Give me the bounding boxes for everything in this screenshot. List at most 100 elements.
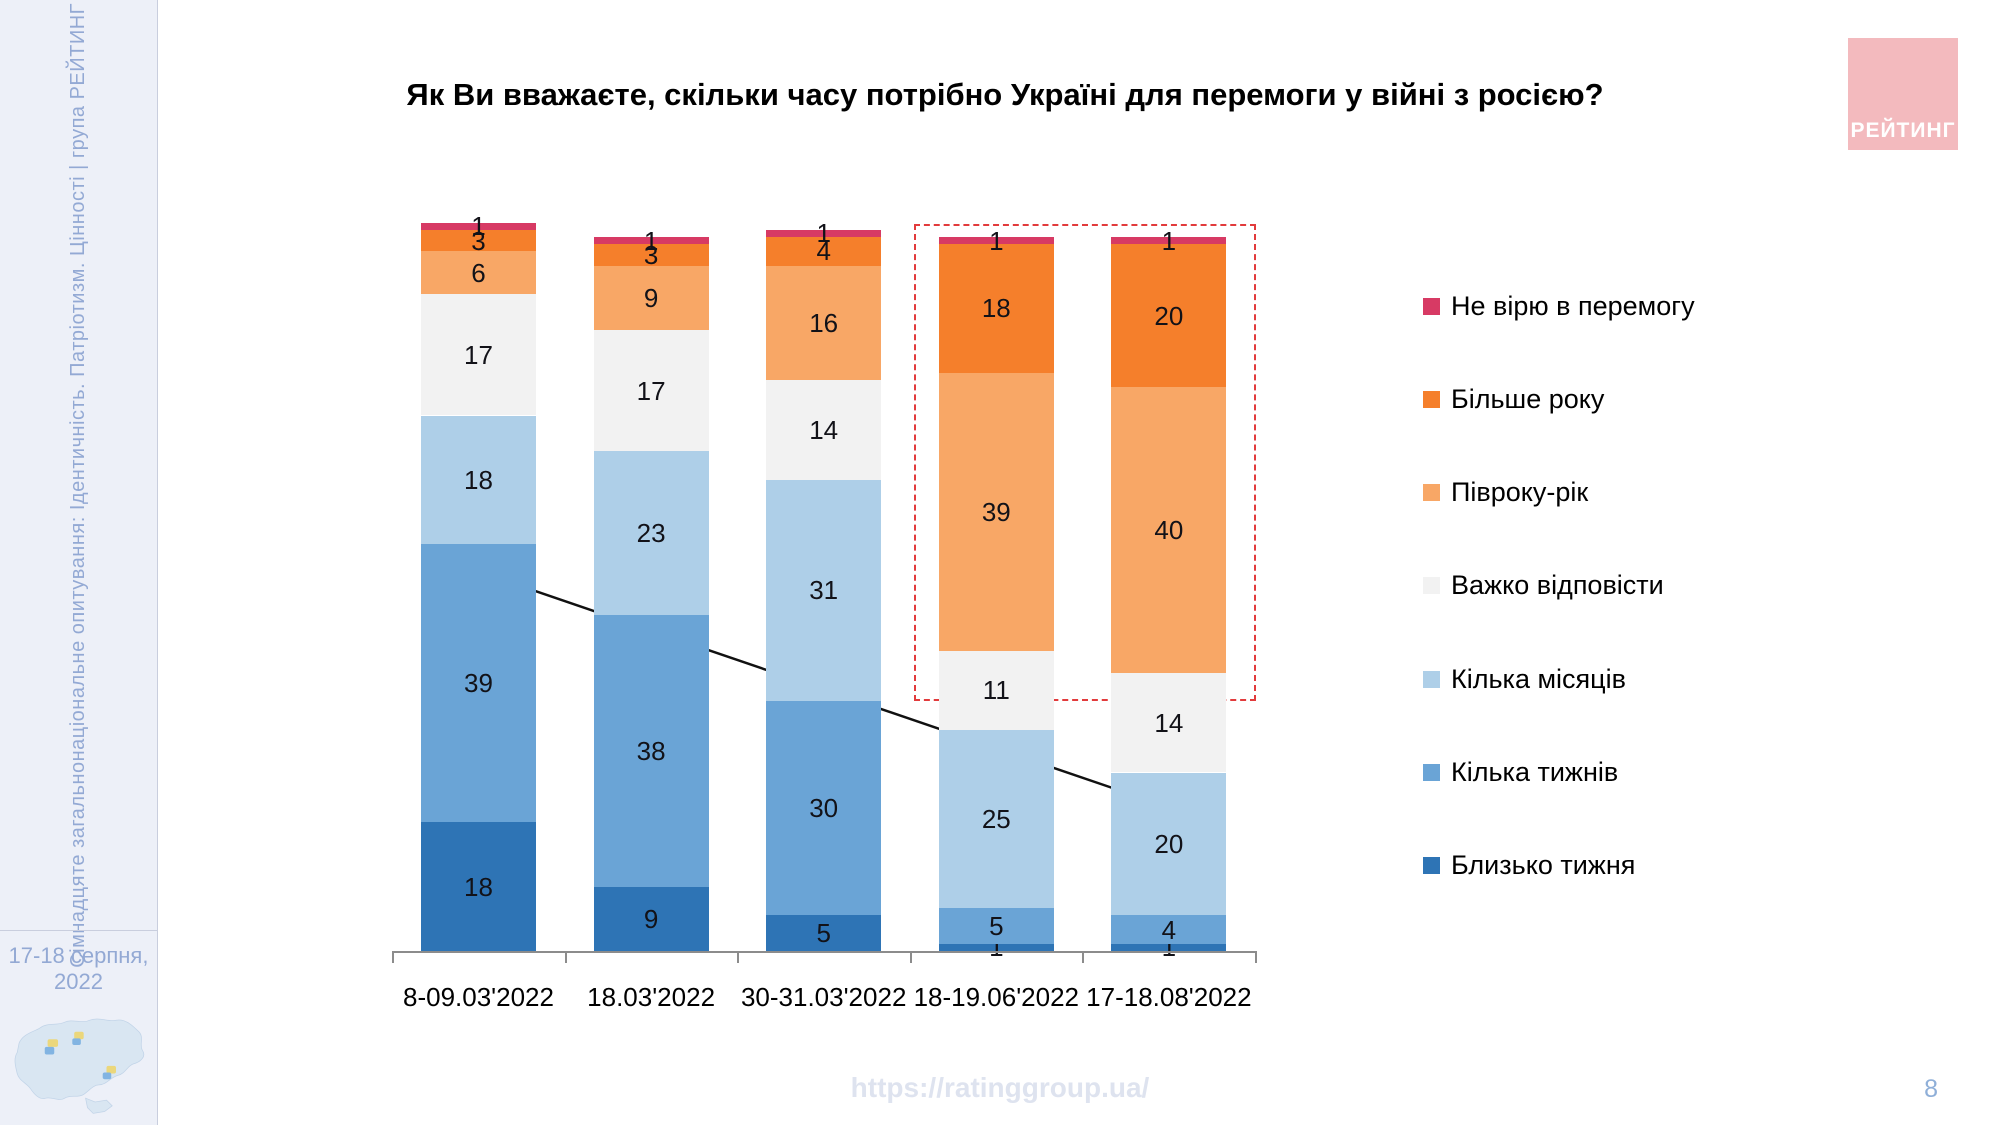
bar-value-label: 38 xyxy=(636,736,666,767)
bar-segment: 1 xyxy=(593,228,709,254)
bar-value-label: 17 xyxy=(464,339,493,370)
x-axis-label: 18.03'2022 xyxy=(587,982,716,1012)
bar-value-label: 6 xyxy=(471,257,486,288)
bar-segment: 38 xyxy=(593,615,709,887)
bar-segment: 9 xyxy=(593,886,709,951)
rating-group-logo-text: РЕЙТИНГ xyxy=(1850,119,1956,142)
bar-segment: 5 xyxy=(766,915,882,951)
legend-label: Важко відповісти xyxy=(1451,570,1664,601)
bar-segment: 20 xyxy=(1111,772,1227,916)
bar-value-label: 1 xyxy=(1161,225,1177,256)
bar-segment: 4 xyxy=(766,236,882,267)
x-axis-tick xyxy=(1255,951,1257,963)
footer-url-link[interactable]: https://ratinggroup.ua/ xyxy=(850,1072,1150,1103)
bar-segment: 1 xyxy=(1111,228,1227,254)
bar-segment: 14 xyxy=(1111,672,1227,773)
bar-value-label: 14 xyxy=(1154,707,1184,738)
bar-value-label: 9 xyxy=(643,282,659,313)
legend-label: Півроку-рік xyxy=(1451,477,1589,508)
bar-value-label: 39 xyxy=(981,496,1011,527)
bar-segment: 3 xyxy=(593,239,709,270)
bar-value-label: 23 xyxy=(636,518,666,549)
legend-swatch-icon xyxy=(1423,857,1440,875)
bar-segment: 31 xyxy=(766,479,882,702)
legend-label: Близько тижня xyxy=(1451,850,1636,881)
page-number: 8 xyxy=(1924,1075,1938,1103)
bar-segment: 17 xyxy=(593,329,709,452)
survey-date-line1: 17-18 серпня, xyxy=(8,943,149,968)
legend-label: Кілька тижнів xyxy=(1451,757,1619,787)
x-axis-label: 17-18.08'2022 xyxy=(1086,982,1252,1012)
legend-swatch-icon xyxy=(1423,577,1440,595)
legend-item: Не вірю в перемогу xyxy=(1423,290,1695,322)
bar-segment: 16 xyxy=(766,265,882,380)
bar-value-label: 5 xyxy=(816,918,831,949)
legend-item: Більше року xyxy=(1423,383,1604,415)
x-axis-label: 8-09.03'2022 xyxy=(402,982,554,1012)
x-axis-tick xyxy=(737,951,740,963)
bar-segment: 39 xyxy=(421,544,536,823)
bar-segment: 5 xyxy=(938,908,1054,944)
legend-swatch-icon xyxy=(1423,297,1440,315)
bar-value-label: 1 xyxy=(816,218,831,249)
bar-segment: 11 xyxy=(938,651,1054,730)
bar-value-label: 18 xyxy=(464,871,493,902)
bar-segment: 30 xyxy=(766,701,882,916)
bar-value-label: 18 xyxy=(464,464,493,495)
x-axis-label: 30-31.03'2022 xyxy=(740,982,907,1012)
bar-value-label: 18 xyxy=(981,293,1011,324)
legend-swatch-icon xyxy=(1423,670,1440,688)
bar-value-label: 4 xyxy=(1161,914,1177,945)
x-axis-tick xyxy=(909,951,912,963)
x-axis-line xyxy=(392,951,1255,953)
bar-value-label: 5 xyxy=(989,911,1004,941)
bar-segment: 17 xyxy=(421,294,536,416)
legend-item: Близько тижня xyxy=(1423,850,1635,882)
left-sidebar: Сімнадцяте загальнонаціональне опитуванн… xyxy=(0,0,158,1125)
x-axis-tick xyxy=(392,951,394,963)
legend-swatch-icon xyxy=(1423,484,1440,502)
bar-value-label: 4 xyxy=(816,236,831,267)
bar-segment: 1 xyxy=(1111,934,1227,960)
bar-segment: 20 xyxy=(1111,244,1227,387)
bar-segment: 9 xyxy=(593,265,709,330)
rating-group-logo: РЕЙТИНГ xyxy=(1848,38,1958,150)
bar-value-label: 25 xyxy=(981,803,1011,834)
bar-value-label: 16 xyxy=(809,307,839,338)
page-title: Як Ви вважаєте, скільки часу потрібно Ук… xyxy=(406,76,1604,112)
bar-segment: 1 xyxy=(766,220,882,246)
bar-value-label: 3 xyxy=(471,225,486,256)
bar-value-label: 11 xyxy=(982,675,1010,706)
x-axis-tick xyxy=(564,951,567,963)
bar-segment: 1 xyxy=(938,934,1054,960)
bar-segment: 25 xyxy=(938,729,1054,909)
legend-item: Кілька місяців xyxy=(1423,663,1626,695)
bar-segment: 4 xyxy=(1111,914,1227,945)
bar-value-label: 1 xyxy=(471,211,486,242)
legend-swatch-icon xyxy=(1423,764,1440,781)
legend-label: Кілька місяців xyxy=(1451,663,1626,694)
bar-value-label: 3 xyxy=(643,239,659,270)
bar-segment: 6 xyxy=(421,251,536,295)
bar-value-label: 30 xyxy=(809,793,839,824)
survey-date: 17-18 серпня, 2022 xyxy=(0,943,157,995)
bar-segment: 1 xyxy=(421,213,536,239)
bar-value-label: 20 xyxy=(1154,300,1184,331)
bar-segment: 1 xyxy=(938,228,1054,254)
legend-item: Кілька тижнів xyxy=(1423,757,1618,789)
bar-segment: 18 xyxy=(421,415,536,545)
bar-segment: 3 xyxy=(421,225,536,256)
ukraine-map-icon xyxy=(14,1018,145,1114)
legend-label: Більше року xyxy=(1451,383,1605,414)
legend-swatch-icon xyxy=(1423,390,1440,408)
survey-date-line2: 2022 xyxy=(54,969,103,994)
bar-segment: 14 xyxy=(766,379,882,480)
bar-value-label: 1 xyxy=(989,225,1004,256)
bar-value-label: 17 xyxy=(636,375,666,406)
sidebar-divider xyxy=(0,930,157,931)
bar-segment: 18 xyxy=(421,822,536,951)
bar-value-label: 14 xyxy=(809,414,839,445)
legend-item: Півроку-рік xyxy=(1423,477,1588,509)
bar-value-label: 40 xyxy=(1154,514,1184,545)
